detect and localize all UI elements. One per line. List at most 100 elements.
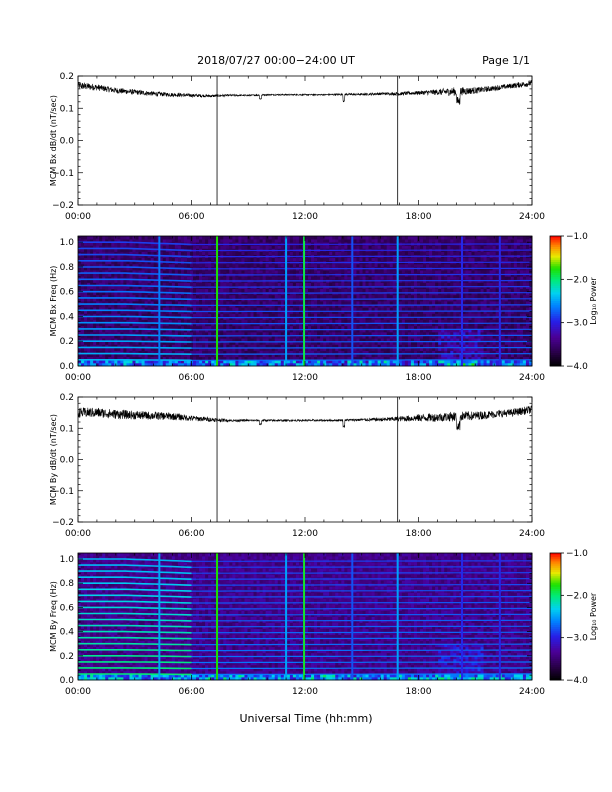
spectrogram-cell (165, 251, 170, 255)
spectrogram-cell (105, 273, 109, 277)
spectrogram-cell (377, 251, 382, 255)
spectrogram-cell (105, 328, 109, 333)
spectrogram-cell (329, 347, 333, 351)
spectrogram-cell (205, 270, 209, 274)
spectrogram-cell (265, 313, 270, 317)
spectrogram-cell (344, 245, 348, 249)
spectrogram-cell (220, 307, 224, 311)
spectrogram-cell (423, 251, 427, 255)
spectrogram-cell (132, 322, 136, 327)
spectrogram-cell (305, 325, 309, 330)
spectrogram-cell (277, 294, 282, 299)
spectrogram-cell (277, 270, 282, 274)
spectrogram-cell (420, 245, 424, 249)
spectrogram-cell (311, 239, 315, 243)
spectrogram-cell (111, 248, 115, 252)
spectrogram-cell (347, 251, 351, 255)
spectrogram-cell (81, 316, 85, 320)
spectrogram-cell (271, 356, 276, 361)
spectrogram-cell (165, 328, 170, 333)
spectrogram-cell (126, 279, 130, 283)
spectrogram-cell (144, 319, 149, 324)
spectrogram-cell (177, 245, 182, 249)
spectrogram-cell (186, 282, 191, 286)
spectrogram-cell (165, 313, 170, 317)
spectrogram-cell (377, 294, 382, 299)
spectrogram-cell (341, 270, 345, 274)
spectrogram-cell (244, 344, 248, 348)
spectrogram-cell (326, 359, 330, 364)
spectrogram-cell (410, 236, 415, 240)
spectrogram-cell (93, 279, 97, 283)
spectrogram-cell (305, 276, 309, 280)
spectrogram-cell (171, 362, 176, 367)
spectrogram-cell (108, 313, 112, 317)
spectrogram-cell (271, 313, 276, 317)
spectrogram-cell (196, 236, 200, 240)
spectrogram-cell (335, 294, 339, 299)
spectrogram-cell (259, 331, 264, 336)
spectrogram-cell (90, 251, 94, 255)
spectrogram-cell (410, 331, 415, 336)
spectrogram-cell (413, 362, 418, 367)
spectrogram-cell (398, 294, 403, 299)
spectrogram-cell (126, 328, 130, 333)
spectrogram-cell (217, 328, 221, 333)
spectrogram-cell (214, 288, 218, 293)
spectrogram-cell (341, 335, 345, 339)
spectrogram-cell (183, 341, 188, 345)
spectrogram-cell (141, 301, 145, 305)
spectrogram-cell (126, 335, 130, 339)
spectrogram-cell (253, 316, 257, 320)
spectrogram-cell (356, 282, 360, 286)
spectrogram-cell (326, 288, 330, 293)
spectrogram-cell (159, 328, 164, 333)
spectrogram-cell (223, 353, 227, 358)
spectrogram-cell (420, 270, 424, 274)
spectrogram-cell (317, 310, 321, 314)
spectrogram-cell (329, 328, 333, 333)
spectrogram-cell (262, 359, 267, 364)
spectrogram-cell (250, 301, 254, 305)
spectrogram-cell (326, 344, 330, 348)
spectrogram-cell (320, 263, 324, 268)
spectrogram-cell (117, 359, 121, 364)
spectrogram-cell (135, 316, 139, 320)
spectrogram-cell (389, 322, 394, 327)
spectrogram-cell (238, 319, 242, 324)
spectrogram-cell (144, 304, 149, 308)
spectrogram-cell (305, 359, 309, 364)
spectrogram-cell (416, 350, 421, 355)
spectrogram-cell (247, 316, 251, 320)
spectrogram-cell (205, 294, 209, 299)
spectrogram-cell (404, 335, 409, 339)
spectrogram-cell (162, 270, 167, 274)
spectrogram-cell (208, 288, 212, 293)
spectrogram-cell (244, 322, 248, 327)
spectrogram-cell (423, 236, 427, 240)
spectrogram-cell (371, 313, 376, 317)
spectrogram-cell (380, 338, 385, 342)
spectrogram-cell (129, 313, 133, 317)
spectrogram-cell (398, 344, 403, 348)
spectrogram-cell (353, 257, 357, 262)
spectrogram-cell (280, 335, 285, 339)
spectrogram-cell (289, 239, 294, 243)
spectrogram-cell (241, 350, 245, 355)
spectrogram-cell (401, 304, 406, 308)
spectrogram-cell (416, 245, 421, 249)
spectrogram-cell (81, 353, 85, 358)
spectrogram-cell (410, 362, 415, 367)
spectrogram-cell (401, 282, 406, 286)
spectrogram-cell (323, 362, 327, 367)
spectrogram-cell (277, 325, 282, 330)
spectrogram-cell (347, 294, 351, 299)
spectrogram-cell (96, 279, 100, 283)
spectrogram-cell (289, 335, 294, 339)
spectrogram-cell (371, 236, 376, 240)
spectrogram-cell (280, 257, 285, 262)
spectrogram-cell (120, 350, 124, 355)
spectrogram-cell (274, 239, 279, 243)
spectrogram-cell (365, 301, 369, 305)
spectrogram-cell (317, 341, 321, 345)
